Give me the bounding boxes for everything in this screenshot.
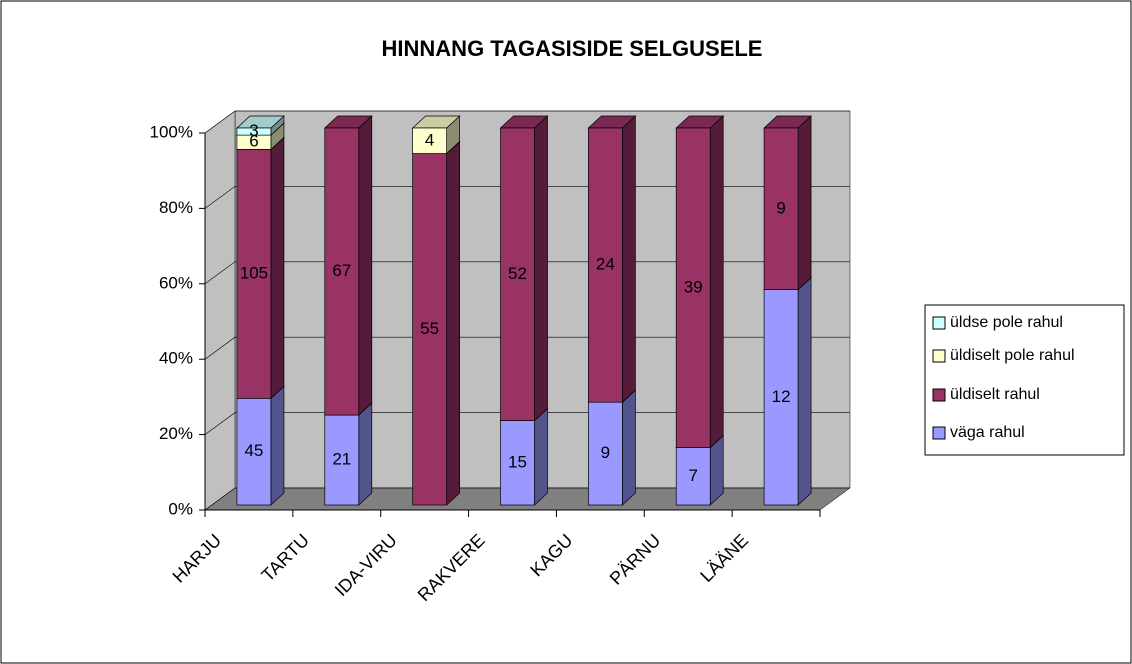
bar	[236, 397, 272, 506]
legend-label: üldse pole rahul	[950, 314, 1063, 331]
legend-label: üldiselt rahul	[950, 386, 1040, 403]
data-label: 52	[508, 264, 527, 283]
grid-line	[204, 336, 850, 360]
bar	[324, 127, 360, 416]
legend-swatch	[932, 426, 946, 440]
bar	[236, 148, 272, 399]
data-label: 67	[332, 261, 351, 280]
y-tick-label: 100%	[150, 122, 193, 141]
data-label: 9	[601, 443, 610, 462]
y-tick-label: 20%	[159, 424, 193, 443]
bar-side	[358, 402, 373, 506]
bar	[412, 127, 447, 154]
data-label: 7	[688, 466, 697, 485]
legend-swatch	[932, 349, 946, 363]
data-label: 24	[596, 255, 615, 274]
bar-side	[534, 115, 548, 422]
grid-line	[204, 110, 850, 134]
bar-side	[622, 389, 636, 506]
y-tick-label: 0%	[168, 499, 193, 518]
data-label: 21	[332, 450, 351, 469]
bar-side	[709, 115, 724, 449]
legend-box	[924, 304, 1125, 456]
bar-side	[446, 140, 460, 506]
grid-line	[204, 487, 850, 511]
data-label: 105	[240, 263, 268, 282]
grid-line	[204, 412, 850, 435]
data-label: 55	[420, 319, 439, 338]
bar	[588, 401, 623, 506]
legend-label: üldiselt pole rahul	[950, 347, 1075, 364]
data-label: 4	[425, 130, 434, 149]
side-wall	[204, 110, 236, 511]
chart-title: HINNANG TAGASISIDE SELGUSELE	[382, 36, 763, 61]
y-tick-label: 80%	[159, 198, 193, 217]
bar-side	[797, 276, 812, 506]
legend-swatch	[932, 388, 946, 402]
bar-side	[797, 115, 812, 291]
data-label: 39	[684, 277, 703, 296]
bar	[236, 127, 272, 136]
bar-side	[534, 407, 548, 506]
legend-label: väga rahul	[950, 424, 1025, 441]
data-label: 3	[249, 121, 258, 140]
data-label: 6	[249, 132, 258, 151]
bar	[763, 289, 799, 506]
bar-side	[622, 115, 636, 403]
bar	[763, 127, 799, 290]
bar-side	[358, 115, 373, 416]
bar	[500, 127, 535, 421]
bar	[675, 127, 711, 448]
legend-swatch	[932, 316, 946, 330]
data-label: 15	[508, 452, 527, 471]
data-label: 12	[772, 387, 791, 406]
data-label: 45	[244, 441, 263, 460]
bar	[675, 447, 711, 506]
grid-line	[204, 261, 850, 285]
y-tick-label: 40%	[159, 349, 193, 368]
grid-line	[204, 186, 850, 209]
bar-side	[270, 385, 285, 506]
data-label: 9	[776, 198, 785, 217]
bar-side	[270, 136, 285, 400]
y-tick-label: 60%	[159, 273, 193, 292]
bar	[500, 420, 535, 506]
bar	[588, 127, 623, 403]
bar	[412, 153, 447, 506]
